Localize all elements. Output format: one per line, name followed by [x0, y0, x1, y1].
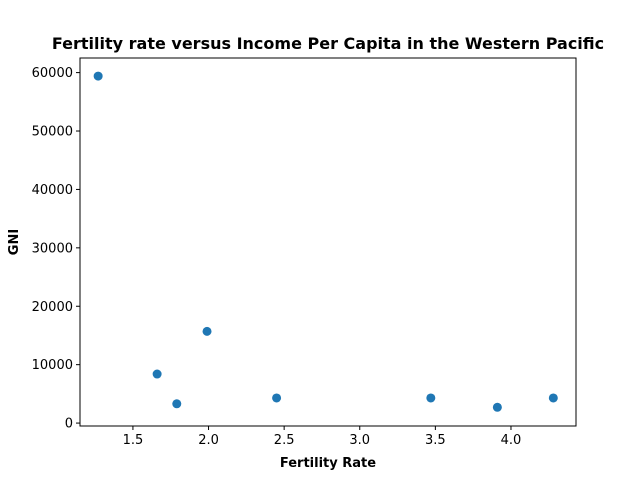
y-axis-label: GNI — [7, 229, 22, 255]
scatter-point — [152, 369, 162, 379]
x-tick-label: 2.0 — [198, 433, 219, 448]
y-tick-label: 30000 — [32, 241, 73, 256]
scatter-point — [548, 393, 558, 403]
scatter-point — [492, 402, 502, 412]
x-axis-label: Fertility Rate — [280, 456, 376, 471]
x-tick-label: 3.0 — [349, 433, 370, 448]
scatter-point — [272, 393, 282, 403]
x-tick-label: 2.5 — [274, 433, 295, 448]
scatter-point — [172, 399, 182, 409]
chart-title: Fertility rate versus Income Per Capita … — [52, 34, 604, 53]
scatter-point — [426, 393, 436, 403]
x-tick-label: 1.5 — [123, 433, 144, 448]
y-tick-label: 60000 — [32, 66, 73, 81]
scatter-point — [93, 71, 103, 81]
y-tick-label: 20000 — [32, 300, 73, 315]
y-tick-label: 40000 — [32, 183, 73, 198]
plot-area-frame — [79, 57, 577, 427]
points-layer — [93, 71, 558, 412]
x-tick-label: 4.0 — [501, 433, 522, 448]
y-tick-label: 50000 — [32, 125, 73, 140]
y-tick-label: 10000 — [32, 358, 73, 373]
scatter-point — [202, 326, 212, 336]
x-tick-label: 3.5 — [425, 433, 446, 448]
ticks-layer: 1.5 2.0 2.5 3.0 3.5 4.0 0 10000 20000 30000 40000 5… — [32, 66, 522, 448]
y-tick-label: 0 — [65, 417, 73, 432]
